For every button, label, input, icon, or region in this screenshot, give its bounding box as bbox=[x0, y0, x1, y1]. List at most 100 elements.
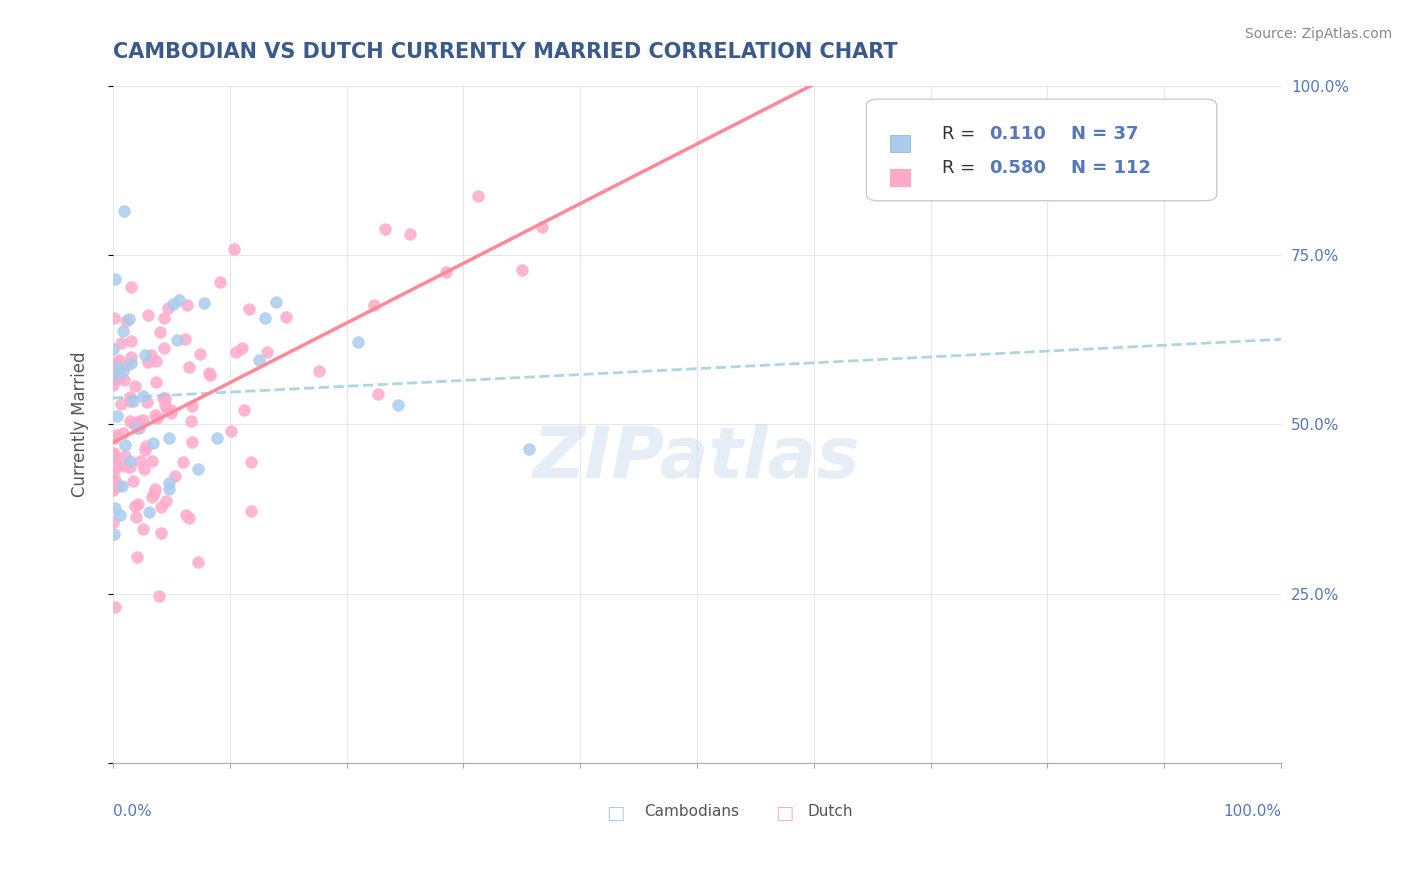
Text: Dutch: Dutch bbox=[808, 804, 853, 819]
Point bbox=[155, 494, 177, 508]
Point bbox=[143, 482, 166, 496]
Point bbox=[128, 454, 150, 468]
Point bbox=[105, 367, 128, 381]
Point bbox=[160, 403, 183, 417]
Point bbox=[101, 342, 124, 356]
Text: R =: R = bbox=[942, 126, 976, 144]
Point bbox=[177, 360, 200, 375]
Text: □: □ bbox=[606, 804, 624, 823]
Point bbox=[177, 510, 200, 524]
Point bbox=[157, 476, 180, 491]
Point bbox=[108, 370, 131, 384]
Point bbox=[152, 392, 174, 406]
Point bbox=[180, 414, 202, 428]
Point bbox=[399, 227, 422, 241]
Point bbox=[110, 335, 132, 350]
Point bbox=[155, 398, 177, 412]
Point bbox=[135, 395, 157, 409]
Point bbox=[104, 599, 127, 614]
Point bbox=[107, 479, 129, 493]
Point bbox=[238, 302, 260, 317]
Point bbox=[150, 500, 173, 514]
Point bbox=[165, 469, 187, 483]
Text: R =: R = bbox=[942, 159, 976, 178]
Point bbox=[222, 242, 245, 256]
Point bbox=[101, 516, 124, 530]
Point bbox=[120, 280, 142, 294]
Point bbox=[127, 421, 149, 435]
Point bbox=[101, 356, 124, 370]
Point bbox=[105, 460, 128, 475]
Point bbox=[104, 272, 127, 286]
Point bbox=[145, 375, 167, 389]
Point bbox=[104, 473, 127, 487]
Point bbox=[114, 459, 136, 474]
Text: 0.0%: 0.0% bbox=[112, 804, 152, 819]
Point bbox=[101, 362, 124, 376]
Point bbox=[225, 344, 247, 359]
Point bbox=[112, 364, 135, 378]
Point bbox=[138, 505, 160, 519]
Point bbox=[193, 296, 215, 310]
Point bbox=[110, 397, 132, 411]
Point bbox=[232, 403, 254, 417]
Point bbox=[124, 500, 146, 514]
Point bbox=[531, 220, 554, 235]
Point bbox=[103, 450, 125, 465]
Point bbox=[120, 356, 142, 370]
Point bbox=[146, 410, 169, 425]
Point bbox=[107, 359, 129, 374]
Point bbox=[153, 310, 176, 325]
Point bbox=[103, 311, 125, 326]
Point bbox=[112, 373, 135, 387]
Point bbox=[374, 221, 396, 235]
Point bbox=[387, 398, 409, 412]
Point bbox=[104, 431, 127, 445]
Point bbox=[153, 391, 176, 405]
Point bbox=[363, 298, 385, 312]
Point bbox=[176, 298, 198, 312]
Point bbox=[132, 461, 155, 475]
Point bbox=[166, 333, 188, 347]
Point bbox=[120, 334, 142, 348]
Point bbox=[114, 449, 136, 463]
Point bbox=[208, 275, 231, 289]
Text: ZIPatlas: ZIPatlas bbox=[533, 424, 860, 492]
Point bbox=[347, 335, 370, 350]
Text: Source: ZipAtlas.com: Source: ZipAtlas.com bbox=[1244, 27, 1392, 41]
Point bbox=[188, 347, 211, 361]
Point bbox=[434, 265, 457, 279]
Point bbox=[114, 438, 136, 452]
Point bbox=[110, 508, 132, 523]
Point bbox=[103, 373, 125, 387]
Point bbox=[118, 393, 141, 408]
Point bbox=[149, 526, 172, 541]
Point bbox=[118, 454, 141, 468]
Point bbox=[128, 421, 150, 435]
Point bbox=[174, 508, 197, 523]
Point bbox=[141, 490, 163, 504]
Point bbox=[240, 455, 263, 469]
Text: 100.0%: 100.0% bbox=[1223, 804, 1281, 819]
Point bbox=[149, 325, 172, 339]
Point bbox=[256, 344, 278, 359]
Point bbox=[118, 391, 141, 405]
Point bbox=[152, 341, 174, 355]
Point bbox=[157, 482, 180, 496]
Point bbox=[200, 368, 222, 383]
Point bbox=[132, 413, 155, 427]
Point bbox=[101, 449, 124, 463]
Point bbox=[512, 262, 534, 277]
Point bbox=[231, 342, 253, 356]
Point bbox=[103, 478, 125, 492]
Point bbox=[117, 358, 139, 372]
Text: Cambodians: Cambodians bbox=[644, 804, 740, 819]
Point bbox=[124, 378, 146, 392]
Point bbox=[108, 352, 131, 367]
Point bbox=[143, 486, 166, 500]
Point bbox=[276, 310, 298, 325]
Point bbox=[111, 325, 134, 339]
Point bbox=[128, 414, 150, 428]
Point bbox=[187, 555, 209, 569]
Point bbox=[207, 431, 229, 445]
